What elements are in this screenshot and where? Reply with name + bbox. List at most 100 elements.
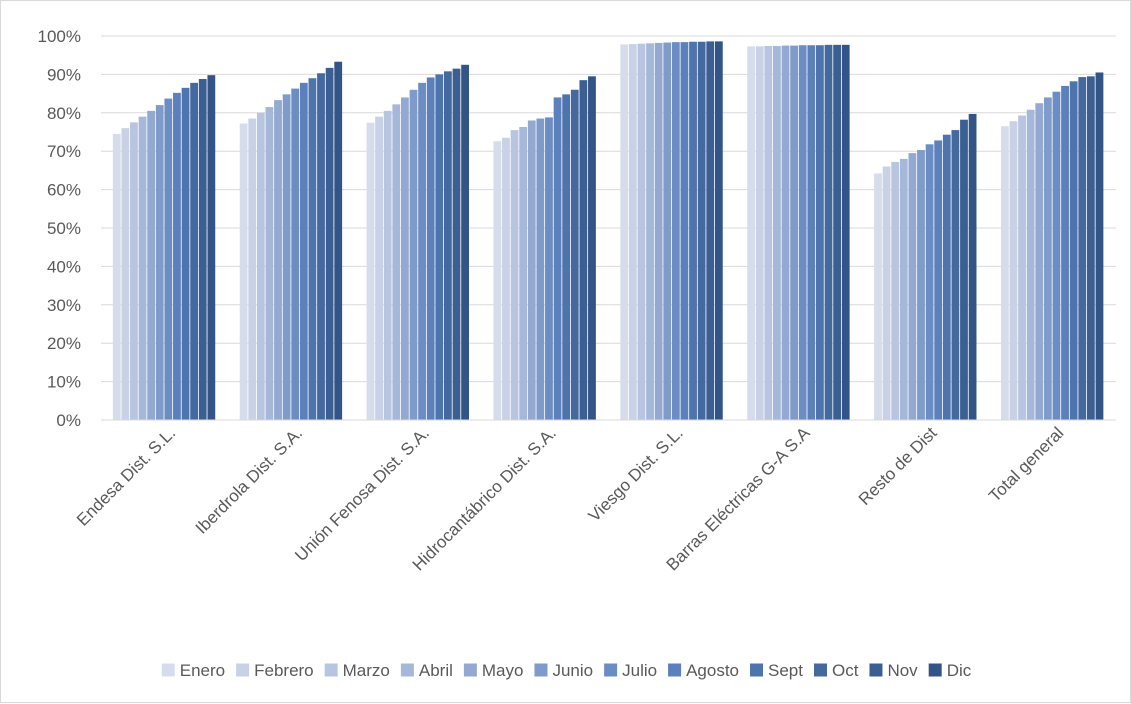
legend-item: Oct [814,661,859,680]
bar [435,74,444,421]
bar [1035,103,1044,420]
bar [942,134,951,420]
bar [164,98,173,420]
bar [308,78,317,421]
y-tick-label: 100% [38,27,81,46]
bar [130,122,138,421]
bar [366,122,375,420]
bar [646,43,654,421]
bar [747,46,756,421]
bar [697,41,706,420]
bar [409,89,418,420]
legend-item: Junio [534,661,593,680]
x-category-label: Unión Fenosa Dist. S.A. [291,423,433,565]
y-tick-label: 0% [56,411,81,430]
bar [588,76,596,420]
bar [891,161,900,420]
bar [833,44,842,420]
bar [452,68,461,420]
legend-item: Febrero [236,661,314,680]
bar [392,104,401,420]
bar [1043,97,1052,420]
bar [418,82,426,420]
y-tick-label: 30% [47,296,81,315]
bar [816,45,824,420]
bar [545,117,553,420]
legend-item: Mayo [463,661,524,680]
y-tick-label: 50% [47,219,81,238]
bar [375,116,383,420]
bar [807,45,816,420]
bar [173,92,181,420]
legend-item: Enero [161,661,225,680]
legend-swatch [668,663,682,677]
bar [680,42,689,420]
bar [299,82,308,420]
legend-item: Abril [400,661,453,680]
legend-swatch [400,663,414,677]
bar [443,71,452,420]
bar [874,173,882,420]
legend-swatch [604,663,618,677]
bar [1009,121,1018,420]
bar [671,42,680,420]
legend-item: Marzo [324,661,390,680]
bar [917,150,925,421]
x-category-label: Barras Eléctricas G-A S.A [663,423,815,575]
bar [1061,85,1069,421]
bar [274,100,282,420]
legend-label: Agosto [686,661,739,680]
bar [968,113,977,420]
bar [570,89,579,420]
y-tick-label: 60% [47,181,81,200]
bar [510,130,519,420]
x-category-label: Iberdrola Dist. S.A. [192,423,306,537]
bar [325,67,334,421]
bar [1018,115,1026,421]
bar [426,77,435,420]
bar [1052,91,1061,421]
y-tick-label: 40% [47,257,81,276]
legend-item: Julio [604,661,657,680]
bar [579,80,588,420]
bars [112,41,1104,421]
legend-item: Dic [928,661,972,680]
bar [121,128,130,420]
legend-label: Enero [180,661,225,680]
bar [706,41,715,420]
bar [689,41,697,420]
legend-swatch [161,663,175,677]
legend-label: Julio [622,661,657,680]
y-tick-label: 20% [47,334,81,353]
bar [1078,77,1087,420]
bar [536,118,545,420]
bar [637,43,646,421]
bar [714,41,723,420]
legend-swatch [869,663,883,677]
legend-label: Mayo [482,661,524,680]
legend-swatch [928,663,942,677]
bar [908,153,917,420]
bar [620,44,629,420]
legend-swatch [814,663,828,677]
bar [198,79,207,420]
bar [282,94,291,421]
legend-label: Abril [419,661,453,680]
y-tick-label: 70% [47,142,81,161]
bar [248,118,257,420]
bar [147,110,156,420]
bar [256,112,265,421]
bar [824,44,833,420]
legend-swatch [324,663,338,677]
legend-label: Oct [832,661,859,680]
bar [334,61,343,420]
bar [493,141,502,420]
bar [400,97,409,420]
bar [562,94,571,421]
bar [207,75,216,421]
bar [773,45,781,420]
legend-label: Nov [887,661,918,680]
bar [781,45,790,420]
